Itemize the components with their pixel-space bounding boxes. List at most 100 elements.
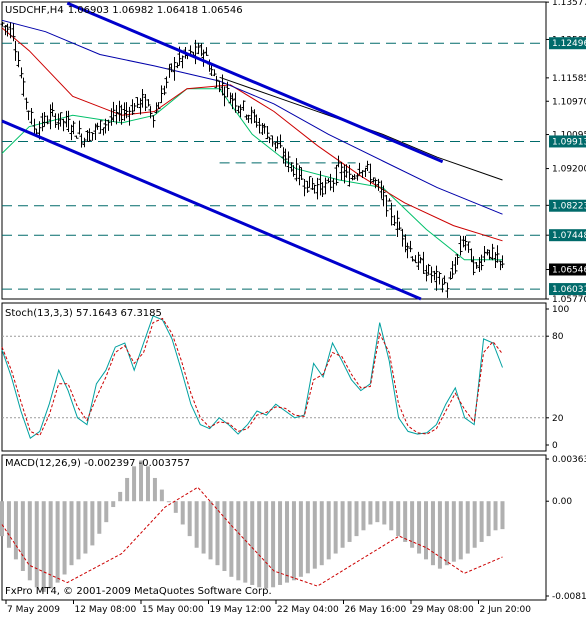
- macd-bar-29: [202, 501, 206, 553]
- time-axis: 7 May 2009 12 May 08:00 15 May 00:00 19 May…: [6, 600, 531, 615]
- stochastic-label: Stoch(13,3,3) 57.1643 67.3185: [5, 308, 162, 319]
- macd-bar-45: [313, 501, 317, 568]
- macd-panel[interactable]: MACD(12,26,9) -0.002397 -0.003757 FxPro …: [0, 455, 586, 602]
- macd-bar-11: [76, 501, 80, 559]
- time-tick-label-1: 12 May 08:00: [75, 605, 137, 615]
- macd-bar-47: [327, 501, 331, 559]
- macd-bar-51: [355, 501, 359, 536]
- macd-bar-6: [42, 501, 46, 592]
- macd-bar-63: [438, 501, 442, 568]
- macd-bar-13: [90, 501, 94, 545]
- macd-bar-55: [382, 501, 386, 524]
- macd-bar-3: [21, 501, 25, 571]
- macd-label: MACD(12,26,9) -0.002397 -0.003757: [5, 458, 190, 469]
- level-label-4: 1.06031: [552, 285, 586, 295]
- macd-bar-39: [271, 501, 275, 587]
- macd-tick-label-2: -0.00815: [552, 592, 586, 602]
- macd-bar-26: [181, 501, 185, 524]
- macd-bar-67: [466, 501, 470, 553]
- macd-bar-28: [195, 501, 199, 548]
- macd-axis: 0.00363 0.00 -0.00815: [546, 455, 586, 602]
- time-tick-label-7: 2 Jun 20:00: [480, 605, 532, 615]
- macd-bar-23: [160, 490, 164, 502]
- stochastic-axis: 100 80 20 0: [546, 305, 569, 451]
- macd-bar-66: [459, 501, 463, 559]
- macd-bar-19: [132, 466, 136, 501]
- macd-bar-10: [70, 501, 74, 565]
- macd-bar-69: [480, 501, 484, 542]
- macd-bar-64: [445, 501, 449, 565]
- macd-bar-36: [250, 501, 254, 585]
- macd-bar-50: [348, 501, 352, 542]
- macd-bar-68: [473, 501, 477, 548]
- macd-bar-5: [35, 501, 39, 587]
- level-label-3: 1.07448: [552, 231, 586, 241]
- stochastic-panel[interactable]: Stoch(13,3,3) 57.1643 67.3185 100 80 20 0: [2, 303, 569, 451]
- time-tick-label-4: 22 May 04:00: [277, 605, 339, 615]
- macd-bar-34: [236, 501, 240, 580]
- stoch-tick-label-3: 0: [552, 441, 558, 451]
- macd-bar-8: [56, 501, 60, 582]
- macd-bar-46: [320, 501, 324, 565]
- macd-bar-22: [153, 478, 157, 501]
- time-tick-label-2: 15 May 00:00: [142, 605, 204, 615]
- macd-bar-48: [334, 501, 338, 553]
- macd-bar-38: [264, 501, 268, 588]
- stochastic-panel-frame: [2, 303, 546, 451]
- macd-bar-27: [188, 501, 192, 536]
- macd-bar-72: [500, 501, 504, 529]
- macd-bar-43: [299, 501, 303, 577]
- level-label-2: 1.08223: [552, 202, 586, 212]
- macd-bar-65: [452, 501, 456, 561]
- macd-bar-0: [0, 501, 4, 536]
- macd-bar-54: [375, 501, 379, 522]
- macd-bar-44: [306, 501, 310, 573]
- macd-bar-24: [167, 501, 171, 502]
- macd-bar-15: [104, 501, 108, 522]
- macd-bar-71: [494, 501, 498, 530]
- time-tick-label-3: 19 May 12:00: [210, 605, 272, 615]
- macd-bar-37: [257, 501, 261, 587]
- time-tick-label-6: 29 May 08:00: [412, 605, 474, 615]
- macd-bar-9: [63, 501, 67, 574]
- stoch-tick-label-0: 100: [552, 305, 569, 315]
- macd-bar-42: [292, 501, 296, 580]
- macd-bar-18: [125, 478, 129, 501]
- stoch-tick-label-1: 80: [552, 332, 564, 342]
- price-tick-label-3: 1.10970: [552, 97, 586, 107]
- macd-bar-58: [403, 501, 407, 542]
- macd-bar-70: [487, 501, 491, 536]
- time-tick-label-5: 26 May 16:00: [345, 605, 407, 615]
- macd-bar-61: [424, 501, 428, 559]
- macd-bar-56: [389, 501, 393, 530]
- macd-bar-52: [361, 501, 365, 530]
- copyright-text: FxPro MT4, © 2001-2009 MetaQuotes Softwa…: [5, 586, 272, 597]
- stoch-tick-label-2: 20: [552, 414, 564, 424]
- macd-tick-label-0: 0.00363: [552, 455, 586, 465]
- macd-tick-label-1: 0.00: [552, 497, 572, 507]
- price-tick-label-5: 1.09200: [552, 165, 586, 175]
- time-tick-label-0: 7 May 2009: [7, 605, 60, 615]
- current-price-label: 1.06546: [552, 265, 586, 275]
- macd-bar-25: [174, 501, 178, 513]
- macd-bar-33: [229, 501, 233, 577]
- macd-bar-1: [7, 501, 11, 548]
- macd-bar-12: [83, 501, 87, 553]
- level-label-1: 1.09913: [552, 137, 586, 147]
- macd-bar-41: [285, 501, 289, 582]
- macd-bar-16: [111, 501, 115, 507]
- macd-bar-32: [222, 501, 226, 571]
- macd-bar-62: [431, 501, 435, 565]
- level-label-0: 1.12496: [552, 39, 586, 49]
- macd-bar-53: [368, 501, 372, 524]
- macd-bar-4: [28, 501, 32, 580]
- macd-bar-14: [97, 501, 101, 534]
- macd-bar-17: [118, 492, 122, 501]
- macd-bar-21: [146, 466, 150, 501]
- price-axis: 1.135771.125951.115851.109701.100951.092…: [546, 0, 586, 305]
- price-panel-frame: [2, 2, 546, 299]
